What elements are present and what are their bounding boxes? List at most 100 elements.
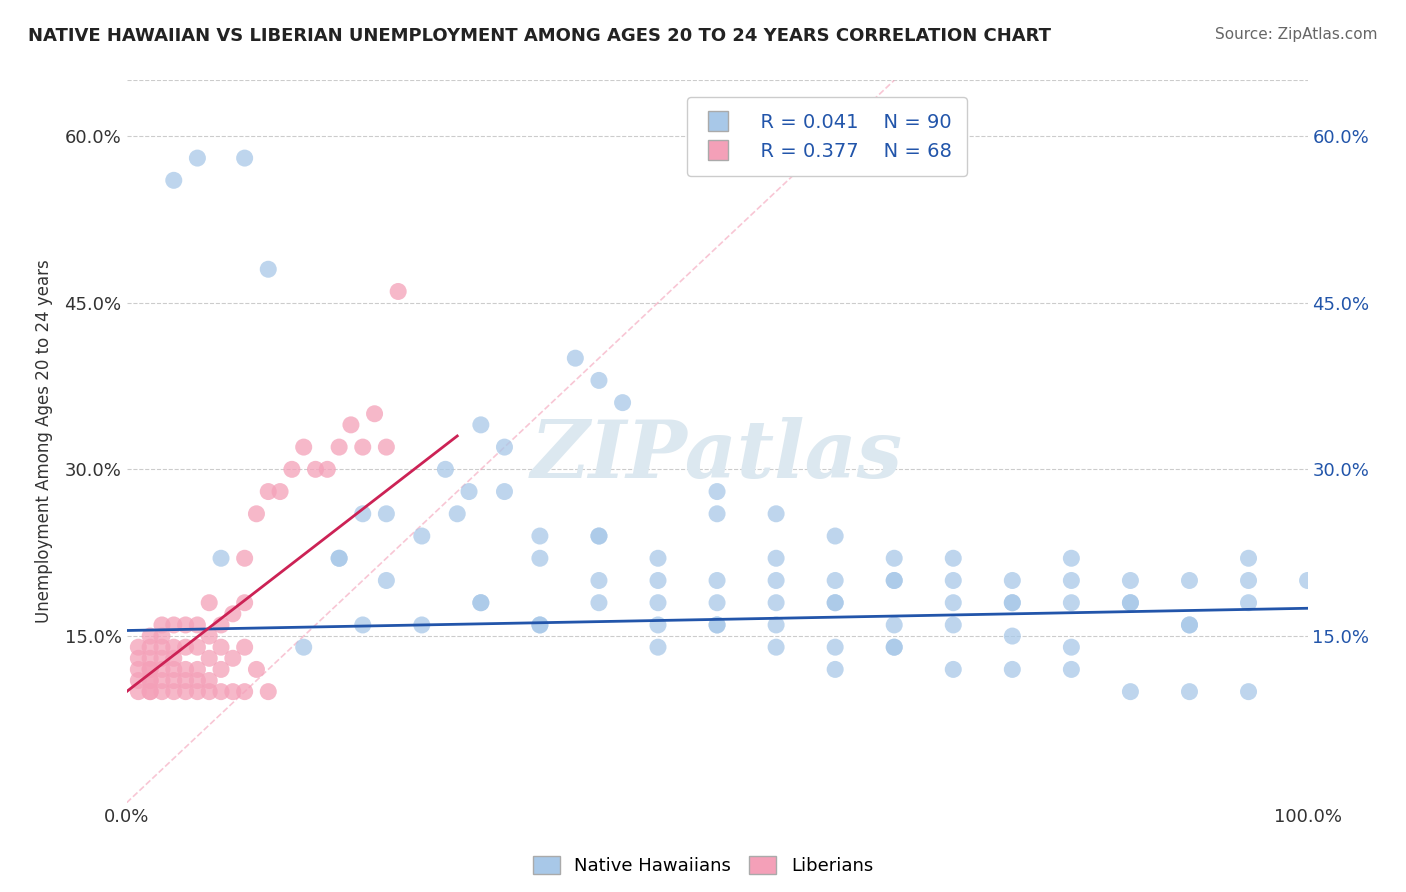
Point <box>233 684 256 698</box>
Point <box>470 417 492 432</box>
Point <box>174 684 197 698</box>
Point <box>1178 574 1201 588</box>
Point <box>1060 662 1083 676</box>
Text: Source: ZipAtlas.com: Source: ZipAtlas.com <box>1215 27 1378 42</box>
Point <box>942 551 965 566</box>
Point <box>647 596 669 610</box>
Point <box>1001 596 1024 610</box>
Point <box>150 640 173 655</box>
Point <box>706 618 728 632</box>
Point <box>245 507 267 521</box>
Point <box>588 574 610 588</box>
Point <box>186 151 208 165</box>
Point <box>765 640 787 655</box>
Point <box>706 574 728 588</box>
Point <box>470 596 492 610</box>
Point <box>529 529 551 543</box>
Point <box>209 551 232 566</box>
Point <box>647 574 669 588</box>
Point <box>257 484 280 499</box>
Point <box>139 673 162 688</box>
Point <box>1119 596 1142 610</box>
Point <box>150 684 173 698</box>
Point <box>281 462 304 476</box>
Point <box>446 507 468 521</box>
Point <box>233 151 256 165</box>
Point <box>375 507 398 521</box>
Point <box>139 673 162 688</box>
Point <box>1060 640 1083 655</box>
Point <box>1119 574 1142 588</box>
Legend:   R = 0.041    N = 90,   R = 0.377    N = 68: R = 0.041 N = 90, R = 0.377 N = 68 <box>688 97 967 176</box>
Point <box>529 618 551 632</box>
Point <box>139 662 162 676</box>
Point <box>824 662 846 676</box>
Point <box>292 440 315 454</box>
Point <box>883 640 905 655</box>
Point <box>765 507 787 521</box>
Point <box>942 662 965 676</box>
Point <box>411 529 433 543</box>
Point <box>588 596 610 610</box>
Point <box>163 640 186 655</box>
Point <box>1296 574 1319 588</box>
Point <box>883 640 905 655</box>
Point <box>163 618 186 632</box>
Point <box>375 574 398 588</box>
Point <box>1060 596 1083 610</box>
Point <box>1001 574 1024 588</box>
Point <box>209 640 232 655</box>
Point <box>304 462 326 476</box>
Point <box>824 596 846 610</box>
Point <box>352 507 374 521</box>
Point <box>1237 574 1260 588</box>
Point <box>411 618 433 632</box>
Point <box>564 351 586 366</box>
Point <box>883 574 905 588</box>
Point <box>257 262 280 277</box>
Point <box>245 662 267 676</box>
Point <box>209 662 232 676</box>
Point <box>1060 574 1083 588</box>
Point <box>127 662 149 676</box>
Point <box>706 484 728 499</box>
Point <box>588 529 610 543</box>
Point <box>588 373 610 387</box>
Point <box>222 684 245 698</box>
Point <box>883 551 905 566</box>
Point <box>150 629 173 643</box>
Point <box>434 462 457 476</box>
Point <box>494 440 516 454</box>
Point <box>163 684 186 698</box>
Point <box>127 640 149 655</box>
Point <box>529 618 551 632</box>
Point <box>363 407 385 421</box>
Point <box>127 651 149 665</box>
Point <box>269 484 291 499</box>
Point <box>824 596 846 610</box>
Point <box>150 618 173 632</box>
Point <box>163 651 186 665</box>
Point <box>1119 596 1142 610</box>
Point <box>765 551 787 566</box>
Point <box>1001 596 1024 610</box>
Point <box>1001 662 1024 676</box>
Point <box>139 651 162 665</box>
Point <box>198 673 221 688</box>
Point <box>150 651 173 665</box>
Point <box>233 640 256 655</box>
Point <box>198 651 221 665</box>
Point <box>1237 684 1260 698</box>
Point <box>942 618 965 632</box>
Point <box>1119 684 1142 698</box>
Point <box>529 551 551 566</box>
Point <box>163 662 186 676</box>
Point <box>494 484 516 499</box>
Point <box>198 629 221 643</box>
Point <box>174 618 197 632</box>
Point <box>883 574 905 588</box>
Point <box>824 574 846 588</box>
Point <box>883 618 905 632</box>
Point <box>588 529 610 543</box>
Point <box>1237 551 1260 566</box>
